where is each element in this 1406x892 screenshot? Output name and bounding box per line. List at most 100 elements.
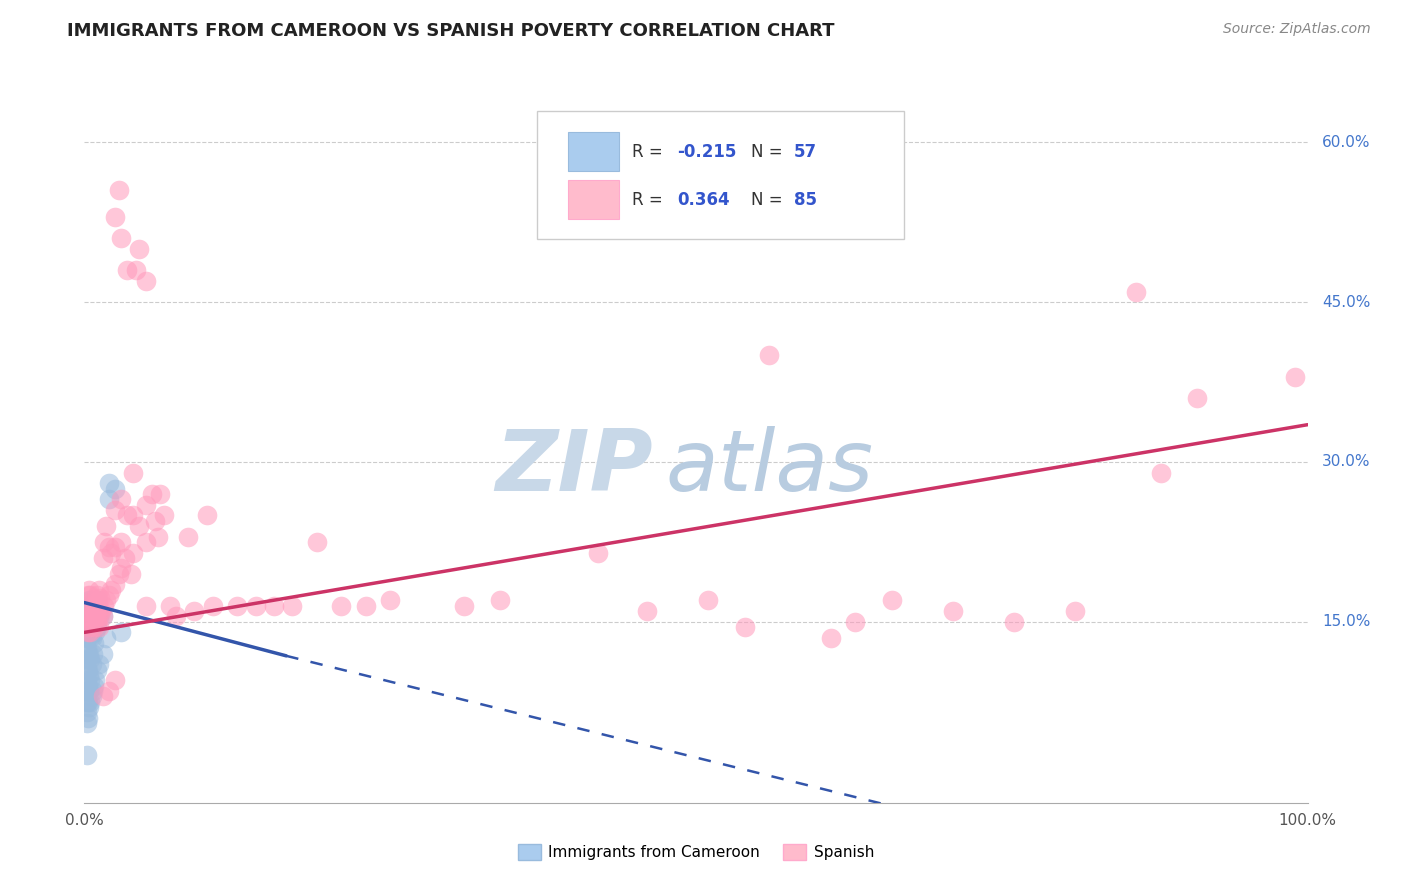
Point xyxy=(128,242,150,256)
Point xyxy=(86,588,108,602)
Text: 30.0%: 30.0% xyxy=(1322,455,1371,469)
Point xyxy=(76,652,98,666)
Point xyxy=(135,498,157,512)
Text: IMMIGRANTS FROM CAMEROON VS SPANISH POVERTY CORRELATION CHART: IMMIGRANTS FROM CAMEROON VS SPANISH POVE… xyxy=(67,22,835,40)
Text: 45.0%: 45.0% xyxy=(1322,294,1371,310)
Point xyxy=(844,615,866,629)
Point xyxy=(84,625,107,640)
Point xyxy=(87,602,110,616)
Point xyxy=(79,625,101,640)
Point xyxy=(146,529,169,543)
Point xyxy=(97,588,120,602)
Text: 85: 85 xyxy=(794,191,817,209)
Point xyxy=(1150,466,1173,480)
Point xyxy=(77,609,100,624)
Point xyxy=(79,695,101,709)
Point xyxy=(453,599,475,613)
Point xyxy=(77,620,100,634)
Point xyxy=(76,599,98,613)
FancyBboxPatch shape xyxy=(568,132,619,171)
Point xyxy=(76,706,98,720)
Point xyxy=(104,577,127,591)
Point xyxy=(80,690,103,704)
Point xyxy=(77,625,100,640)
Point xyxy=(82,609,104,624)
Point xyxy=(226,599,249,613)
Point xyxy=(76,609,98,624)
Point xyxy=(86,615,108,629)
Text: N =: N = xyxy=(751,191,787,209)
Point xyxy=(128,519,150,533)
Point xyxy=(135,534,157,549)
Point xyxy=(90,604,112,618)
Point xyxy=(86,593,108,607)
Point xyxy=(77,710,100,724)
Point xyxy=(110,561,132,575)
Point xyxy=(77,668,100,682)
Point xyxy=(86,599,108,613)
Point xyxy=(110,492,132,507)
Point xyxy=(77,599,100,613)
Point xyxy=(97,492,120,507)
Point xyxy=(149,487,172,501)
Point xyxy=(80,657,103,672)
Point xyxy=(1125,285,1147,299)
Point xyxy=(91,690,114,704)
Text: R =: R = xyxy=(633,191,668,209)
Point xyxy=(96,593,118,607)
Point xyxy=(489,593,512,607)
Point xyxy=(100,582,122,597)
Point xyxy=(281,599,304,613)
Point xyxy=(76,695,98,709)
Point xyxy=(83,679,105,693)
Point xyxy=(153,508,176,523)
Text: atlas: atlas xyxy=(665,425,873,509)
Point xyxy=(86,620,108,634)
Point xyxy=(91,647,114,661)
Text: 0.364: 0.364 xyxy=(678,191,730,209)
Point xyxy=(122,508,145,523)
Point xyxy=(104,503,127,517)
Point xyxy=(354,599,377,613)
Point xyxy=(107,183,129,197)
Point xyxy=(165,609,187,624)
Point xyxy=(77,593,100,607)
Point xyxy=(77,631,100,645)
Text: R =: R = xyxy=(633,143,668,161)
Point xyxy=(97,684,120,698)
Point xyxy=(107,566,129,581)
Point xyxy=(697,593,720,607)
Point xyxy=(76,684,98,698)
Point xyxy=(97,540,120,554)
Point xyxy=(201,599,224,613)
Point xyxy=(115,263,138,277)
Point xyxy=(84,609,107,624)
Point xyxy=(84,599,107,613)
Point xyxy=(880,593,903,607)
Point xyxy=(93,599,115,613)
Point xyxy=(135,599,157,613)
Point xyxy=(305,534,328,549)
Point xyxy=(77,684,100,698)
Point xyxy=(76,747,98,762)
Point xyxy=(195,508,218,523)
Point xyxy=(76,620,98,634)
Point xyxy=(104,540,127,554)
Point xyxy=(77,647,100,661)
Point xyxy=(79,673,101,688)
Point xyxy=(159,599,181,613)
Point xyxy=(79,588,101,602)
Point xyxy=(82,684,104,698)
Point xyxy=(79,609,101,624)
Point xyxy=(77,695,100,709)
Point xyxy=(1284,369,1306,384)
Point xyxy=(104,482,127,496)
Point xyxy=(76,663,98,677)
Point xyxy=(80,609,103,624)
Point xyxy=(1064,604,1087,618)
Point xyxy=(734,620,756,634)
Point xyxy=(125,263,148,277)
Point xyxy=(77,615,100,629)
Point xyxy=(83,609,105,624)
Point xyxy=(110,534,132,549)
